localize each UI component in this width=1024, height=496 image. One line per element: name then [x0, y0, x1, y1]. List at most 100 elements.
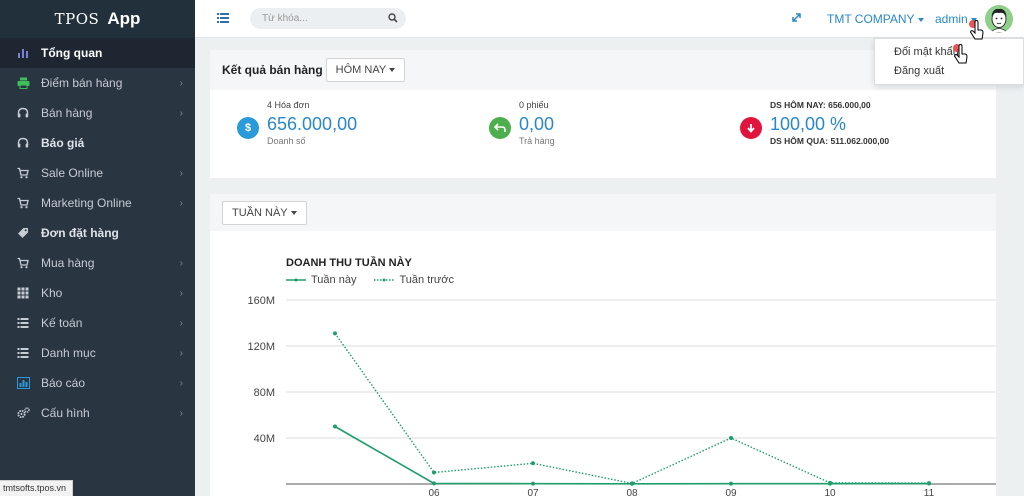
hand-cursor-icon — [953, 44, 968, 64]
search-input[interactable] — [262, 13, 382, 24]
return-value: 0,00 — [519, 114, 555, 134]
return-label: Trả hàng — [519, 136, 555, 146]
dollar-icon: $ — [237, 117, 259, 139]
series-line-last-week — [334, 332, 930, 485]
x-tick-label: 08 — [626, 488, 638, 496]
today-sales: DS HÔM NAY: 656.000,00 — [770, 100, 871, 110]
revenue-value: 656.000,00 — [267, 114, 358, 134]
cart-icon — [16, 256, 30, 270]
change-password-item[interactable]: Đổi mật khẩu — [894, 46, 959, 58]
chevron-right-icon: › — [179, 107, 183, 119]
brand-name: TPOS — [54, 10, 100, 28]
return-count: 0 phiếu — [519, 100, 549, 110]
comparison-percent: 100,00 % — [770, 114, 847, 134]
sidebar-item-label: Cấu hình — [41, 406, 90, 420]
logout-item[interactable]: Đăng xuất — [894, 65, 945, 77]
data-point — [531, 461, 535, 466]
sidebar-item[interactable]: Sale Online › — [0, 158, 195, 188]
data-point — [432, 470, 436, 475]
sidebar: TPOS App Tổng quan Điểm bán hàng › Bán hàng… — [0, 0, 195, 496]
y-tick-label: 120M — [247, 341, 275, 353]
period-label: HÔM NAY — [335, 64, 387, 76]
search-box — [250, 8, 406, 29]
headset-icon — [16, 106, 30, 120]
sales-results-panel: Kết quả bán hàng HÔM NAY $ 4 Hóa đơn 656… — [210, 50, 996, 178]
sidebar-item[interactable]: Báo giá — [0, 128, 195, 158]
legend-label-last-week: Tuần trước — [399, 274, 454, 286]
sidebar-item-label: Tổng quan — [41, 46, 103, 60]
data-point — [333, 424, 337, 429]
user-menu-toggle[interactable]: admin — [935, 12, 977, 26]
sidebar-item-label: Mua hàng — [41, 256, 95, 270]
chart-title: DOANH THU TUẦN NÀY — [286, 257, 412, 269]
topbar: TMT COMPANY admin — [195, 0, 1024, 38]
tag-icon — [16, 226, 30, 240]
data-point — [828, 480, 832, 485]
yesterday-sales: DS HÔM QUA: 511.062.000,00 — [770, 136, 890, 146]
chevron-right-icon: › — [179, 167, 183, 179]
chevron-right-icon: › — [179, 407, 183, 419]
avatar[interactable] — [985, 5, 1013, 33]
sidebar-item-label: Kế toán — [41, 316, 83, 330]
chevron-right-icon: › — [179, 347, 183, 359]
company-selector[interactable]: TMT COMPANY — [827, 12, 924, 26]
list-icon — [16, 346, 30, 360]
series-line-this-week — [334, 425, 930, 485]
sidebar-item-label: Danh mục — [41, 346, 96, 360]
sales-results-title: Kết quả bán hàng — [222, 63, 323, 77]
data-point — [729, 436, 733, 440]
sidebar-menu: Tổng quan Điểm bán hàng › Bán hàng › Báo giá S… — [0, 38, 195, 428]
legend-item-this-week[interactable]: Tuần này — [286, 274, 356, 286]
chevron-right-icon: › — [179, 317, 183, 329]
sidebar-item[interactable]: Bán hàng › — [0, 98, 195, 128]
legend-solid-line-icon — [286, 278, 306, 282]
sidebar-item[interactable]: Kho › — [0, 278, 195, 308]
sidebar-item[interactable]: Tổng quan — [0, 38, 195, 68]
cart-icon — [16, 166, 30, 180]
sidebar-item[interactable]: Kế toán › — [0, 308, 195, 338]
fullscreen-icon[interactable] — [791, 12, 802, 26]
company-name: TMT COMPANY — [827, 12, 915, 26]
sidebar-item[interactable]: Cấu hình › — [0, 398, 195, 428]
report-icon — [16, 376, 30, 390]
user-name: admin — [935, 12, 968, 26]
x-tick-label: 09 — [725, 488, 737, 496]
chevron-down-icon — [290, 210, 297, 215]
week-period-label: TUẦN NÀY — [232, 206, 288, 219]
menu-toggle-icon[interactable] — [217, 12, 229, 24]
legend-dotted-line-icon — [374, 278, 395, 282]
brand-logo[interactable]: TPOS App — [0, 0, 195, 38]
grid-icon — [16, 286, 30, 300]
data-point — [927, 481, 931, 486]
legend-item-last-week[interactable]: Tuần trước — [374, 274, 454, 286]
sidebar-item[interactable]: Đơn đặt hàng — [0, 218, 195, 248]
search-icon[interactable] — [388, 12, 398, 26]
sidebar-item[interactable]: Marketing Online › — [0, 188, 195, 218]
sidebar-item-label: Marketing Online — [41, 196, 132, 210]
cart-icon — [16, 196, 30, 210]
brand-suffix: App — [107, 9, 141, 28]
week-period-dropdown-button[interactable]: TUẦN NÀY — [222, 200, 307, 225]
hand-cursor-icon — [969, 20, 984, 40]
sidebar-item-label: Bán hàng — [41, 106, 93, 120]
period-dropdown-button[interactable]: HÔM NAY — [325, 58, 406, 82]
chevron-right-icon: › — [179, 77, 183, 89]
weekly-header: TUẦN NÀY — [210, 194, 996, 231]
sidebar-item-label: Đơn đặt hàng — [41, 226, 119, 240]
chevron-down-icon — [970, 17, 977, 22]
list-icon — [16, 316, 30, 330]
chevron-right-icon: › — [179, 197, 183, 209]
status-bar-url: tmtsofts.tpos.vn — [0, 480, 74, 496]
chart-legend: Tuần này Tuần trước — [286, 274, 472, 286]
arrow-down-icon — [740, 117, 762, 139]
legend-label-this-week: Tuần này — [311, 274, 357, 286]
y-tick-label: 160M — [247, 295, 275, 307]
user-dropdown-menu: Đổi mật khẩu Đăng xuất — [874, 38, 1024, 85]
sidebar-item-label: Báo cáo — [41, 376, 86, 390]
revenue-label: Doanh số — [267, 136, 306, 146]
sidebar-item[interactable]: Điểm bán hàng › — [0, 68, 195, 98]
sidebar-item[interactable]: Danh mục › — [0, 338, 195, 368]
sidebar-item[interactable]: Mua hàng › — [0, 248, 195, 278]
sidebar-item[interactable]: Báo cáo › — [0, 368, 195, 398]
chevron-right-icon: › — [179, 257, 183, 269]
